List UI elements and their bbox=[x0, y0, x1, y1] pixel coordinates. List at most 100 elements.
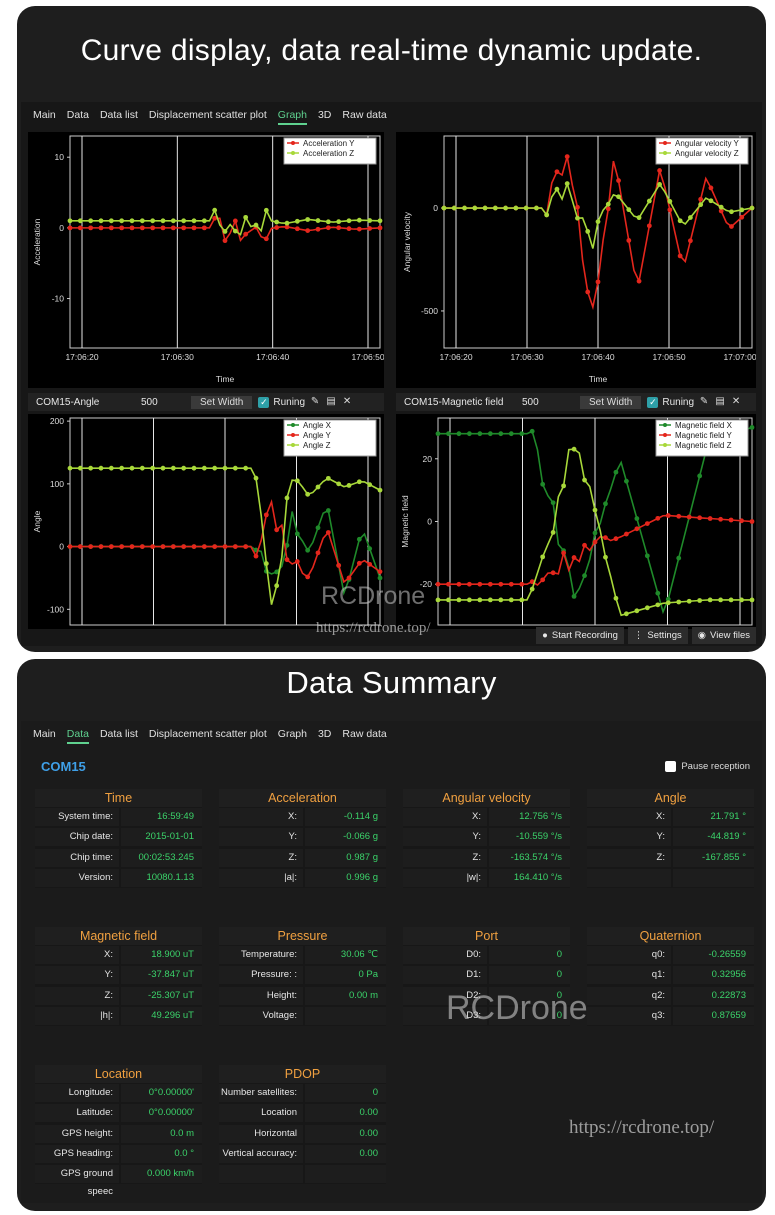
data-point bbox=[462, 205, 467, 211]
data-point bbox=[88, 218, 94, 224]
edit-icon[interactable]: ▤ bbox=[715, 396, 725, 407]
data-point bbox=[667, 199, 673, 204]
summary-banner: Data Summary bbox=[286, 665, 497, 700]
data-point bbox=[243, 544, 249, 549]
tab-main[interactable]: Main bbox=[33, 109, 56, 121]
data-value: 0 Pa bbox=[305, 966, 386, 985]
panel-angular-velocity: Angular velocity X: 12.756 °/s Y: -10.559 °/… bbox=[403, 789, 570, 889]
tab-graph[interactable]: Graph bbox=[277, 105, 308, 125]
data-point bbox=[592, 530, 598, 536]
data-point bbox=[150, 544, 156, 549]
com-port-label: COM15 bbox=[41, 759, 86, 774]
data-tab-bar: Main Data Data list Displacement scatter pl… bbox=[21, 721, 762, 747]
data-key: Y: bbox=[35, 966, 119, 985]
magnetic-set-width-button[interactable]: Set Width bbox=[580, 395, 642, 409]
angle-running-checkbox[interactable]: ✓ bbox=[258, 396, 270, 408]
tab-graph[interactable]: Graph bbox=[277, 728, 307, 740]
tab-displacement-scatter-plot[interactable]: Displacement scatter plot bbox=[148, 109, 267, 121]
tab-data-list[interactable]: Data list bbox=[99, 728, 138, 740]
close-icon[interactable]: ✕ bbox=[342, 396, 352, 407]
data-point bbox=[575, 204, 580, 210]
data-point bbox=[749, 425, 755, 430]
data-point bbox=[697, 473, 703, 479]
angle-panel-width: 500 bbox=[141, 396, 158, 408]
y-axis-label: Acceleration bbox=[32, 218, 42, 265]
tab-raw-data[interactable]: Raw data bbox=[342, 728, 387, 740]
x-tick-label: 17:06:40 bbox=[256, 352, 289, 362]
close-icon[interactable]: ✕ bbox=[731, 396, 741, 407]
data-point bbox=[665, 513, 671, 518]
broom-icon[interactable]: ✎ bbox=[699, 396, 709, 407]
data-value: 30.06 ℃ bbox=[305, 946, 386, 965]
legend-marker bbox=[663, 433, 667, 437]
data-point bbox=[592, 539, 598, 545]
data-point bbox=[336, 481, 342, 487]
data-point bbox=[729, 224, 734, 229]
y-tick-label: 10 bbox=[55, 152, 65, 162]
data-row: q2: 0.22873 bbox=[587, 986, 754, 1006]
data-point bbox=[508, 597, 514, 603]
data-value: -25.307 uT bbox=[121, 986, 202, 1005]
tab-raw-data[interactable]: Raw data bbox=[342, 109, 387, 121]
data-point bbox=[613, 536, 619, 542]
data-key: Y: bbox=[587, 828, 671, 847]
data-point bbox=[77, 218, 83, 224]
tab-data[interactable]: Data bbox=[66, 724, 90, 744]
data-row: Z: -163.574 °/s bbox=[403, 848, 570, 868]
data-point bbox=[356, 479, 362, 485]
legend-box bbox=[655, 419, 749, 457]
data-point bbox=[356, 217, 362, 223]
pause-reception-checkbox[interactable]: Pause reception bbox=[665, 761, 750, 772]
data-point bbox=[170, 225, 176, 231]
data-point bbox=[139, 218, 145, 224]
edit-icon[interactable]: ▤ bbox=[326, 396, 336, 407]
data-point bbox=[367, 218, 373, 223]
data-point bbox=[232, 465, 238, 471]
tab-main[interactable]: Main bbox=[33, 728, 56, 740]
magnetic-running-checkbox[interactable]: ✓ bbox=[647, 396, 659, 408]
tab-3d[interactable]: 3D bbox=[317, 728, 332, 740]
data-key: Y: bbox=[219, 828, 303, 847]
tab-data-list[interactable]: Data list bbox=[99, 109, 138, 121]
data-key: Latitude: bbox=[35, 1104, 119, 1123]
data-point bbox=[274, 583, 280, 589]
tab-3d[interactable]: 3D bbox=[317, 109, 332, 121]
data-point bbox=[487, 431, 493, 437]
start-recording-button[interactable]: ● Start Recording bbox=[536, 627, 624, 644]
settings-button[interactable]: ⋮ Settings bbox=[627, 627, 688, 644]
data-point bbox=[456, 581, 462, 587]
data-value: -0.114 g bbox=[305, 808, 386, 827]
checkbox-box[interactable] bbox=[665, 761, 677, 772]
tab-displacement-scatter-plot[interactable]: Displacement scatter plot bbox=[148, 728, 267, 740]
tab-data[interactable]: Data bbox=[66, 109, 89, 121]
data-point bbox=[554, 169, 560, 175]
data-point bbox=[284, 495, 290, 501]
data-point bbox=[564, 154, 570, 160]
data-row: D3: 0 bbox=[403, 1006, 570, 1026]
data-point bbox=[274, 225, 280, 230]
data-point bbox=[201, 225, 207, 231]
panel-title: Location bbox=[35, 1065, 202, 1083]
panel-quaternion: Quaternion q0: -0.26559 q1: 0.32956 q2: 0.2287… bbox=[587, 927, 754, 1027]
data-point bbox=[503, 205, 508, 211]
magnetic-panel-title: COM15-Magnetic field bbox=[404, 396, 504, 408]
data-point bbox=[707, 597, 713, 603]
data-point bbox=[707, 516, 713, 521]
panel-title: PDOP bbox=[219, 1065, 386, 1083]
data-point bbox=[325, 475, 331, 481]
angle-set-width-button[interactable]: Set Width bbox=[191, 395, 253, 409]
data-point bbox=[201, 544, 207, 549]
data-point bbox=[98, 218, 104, 224]
data-row: GPS ground speec 0.000 km/h bbox=[35, 1164, 202, 1197]
view-files-button[interactable]: ◉ View files bbox=[691, 627, 756, 644]
data-point bbox=[367, 546, 373, 552]
legend-box bbox=[655, 137, 749, 165]
data-point bbox=[739, 597, 744, 603]
panel-magnetic-field: Magnetic field X: 18.900 uT Y: -37.847 uT Z: -… bbox=[35, 927, 202, 1027]
data-point bbox=[232, 218, 238, 224]
broom-icon[interactable]: ✎ bbox=[310, 396, 320, 407]
data-point bbox=[191, 465, 197, 471]
data-point bbox=[529, 428, 535, 434]
data-value: 0.87659 bbox=[673, 1007, 754, 1026]
data-point bbox=[498, 431, 504, 437]
